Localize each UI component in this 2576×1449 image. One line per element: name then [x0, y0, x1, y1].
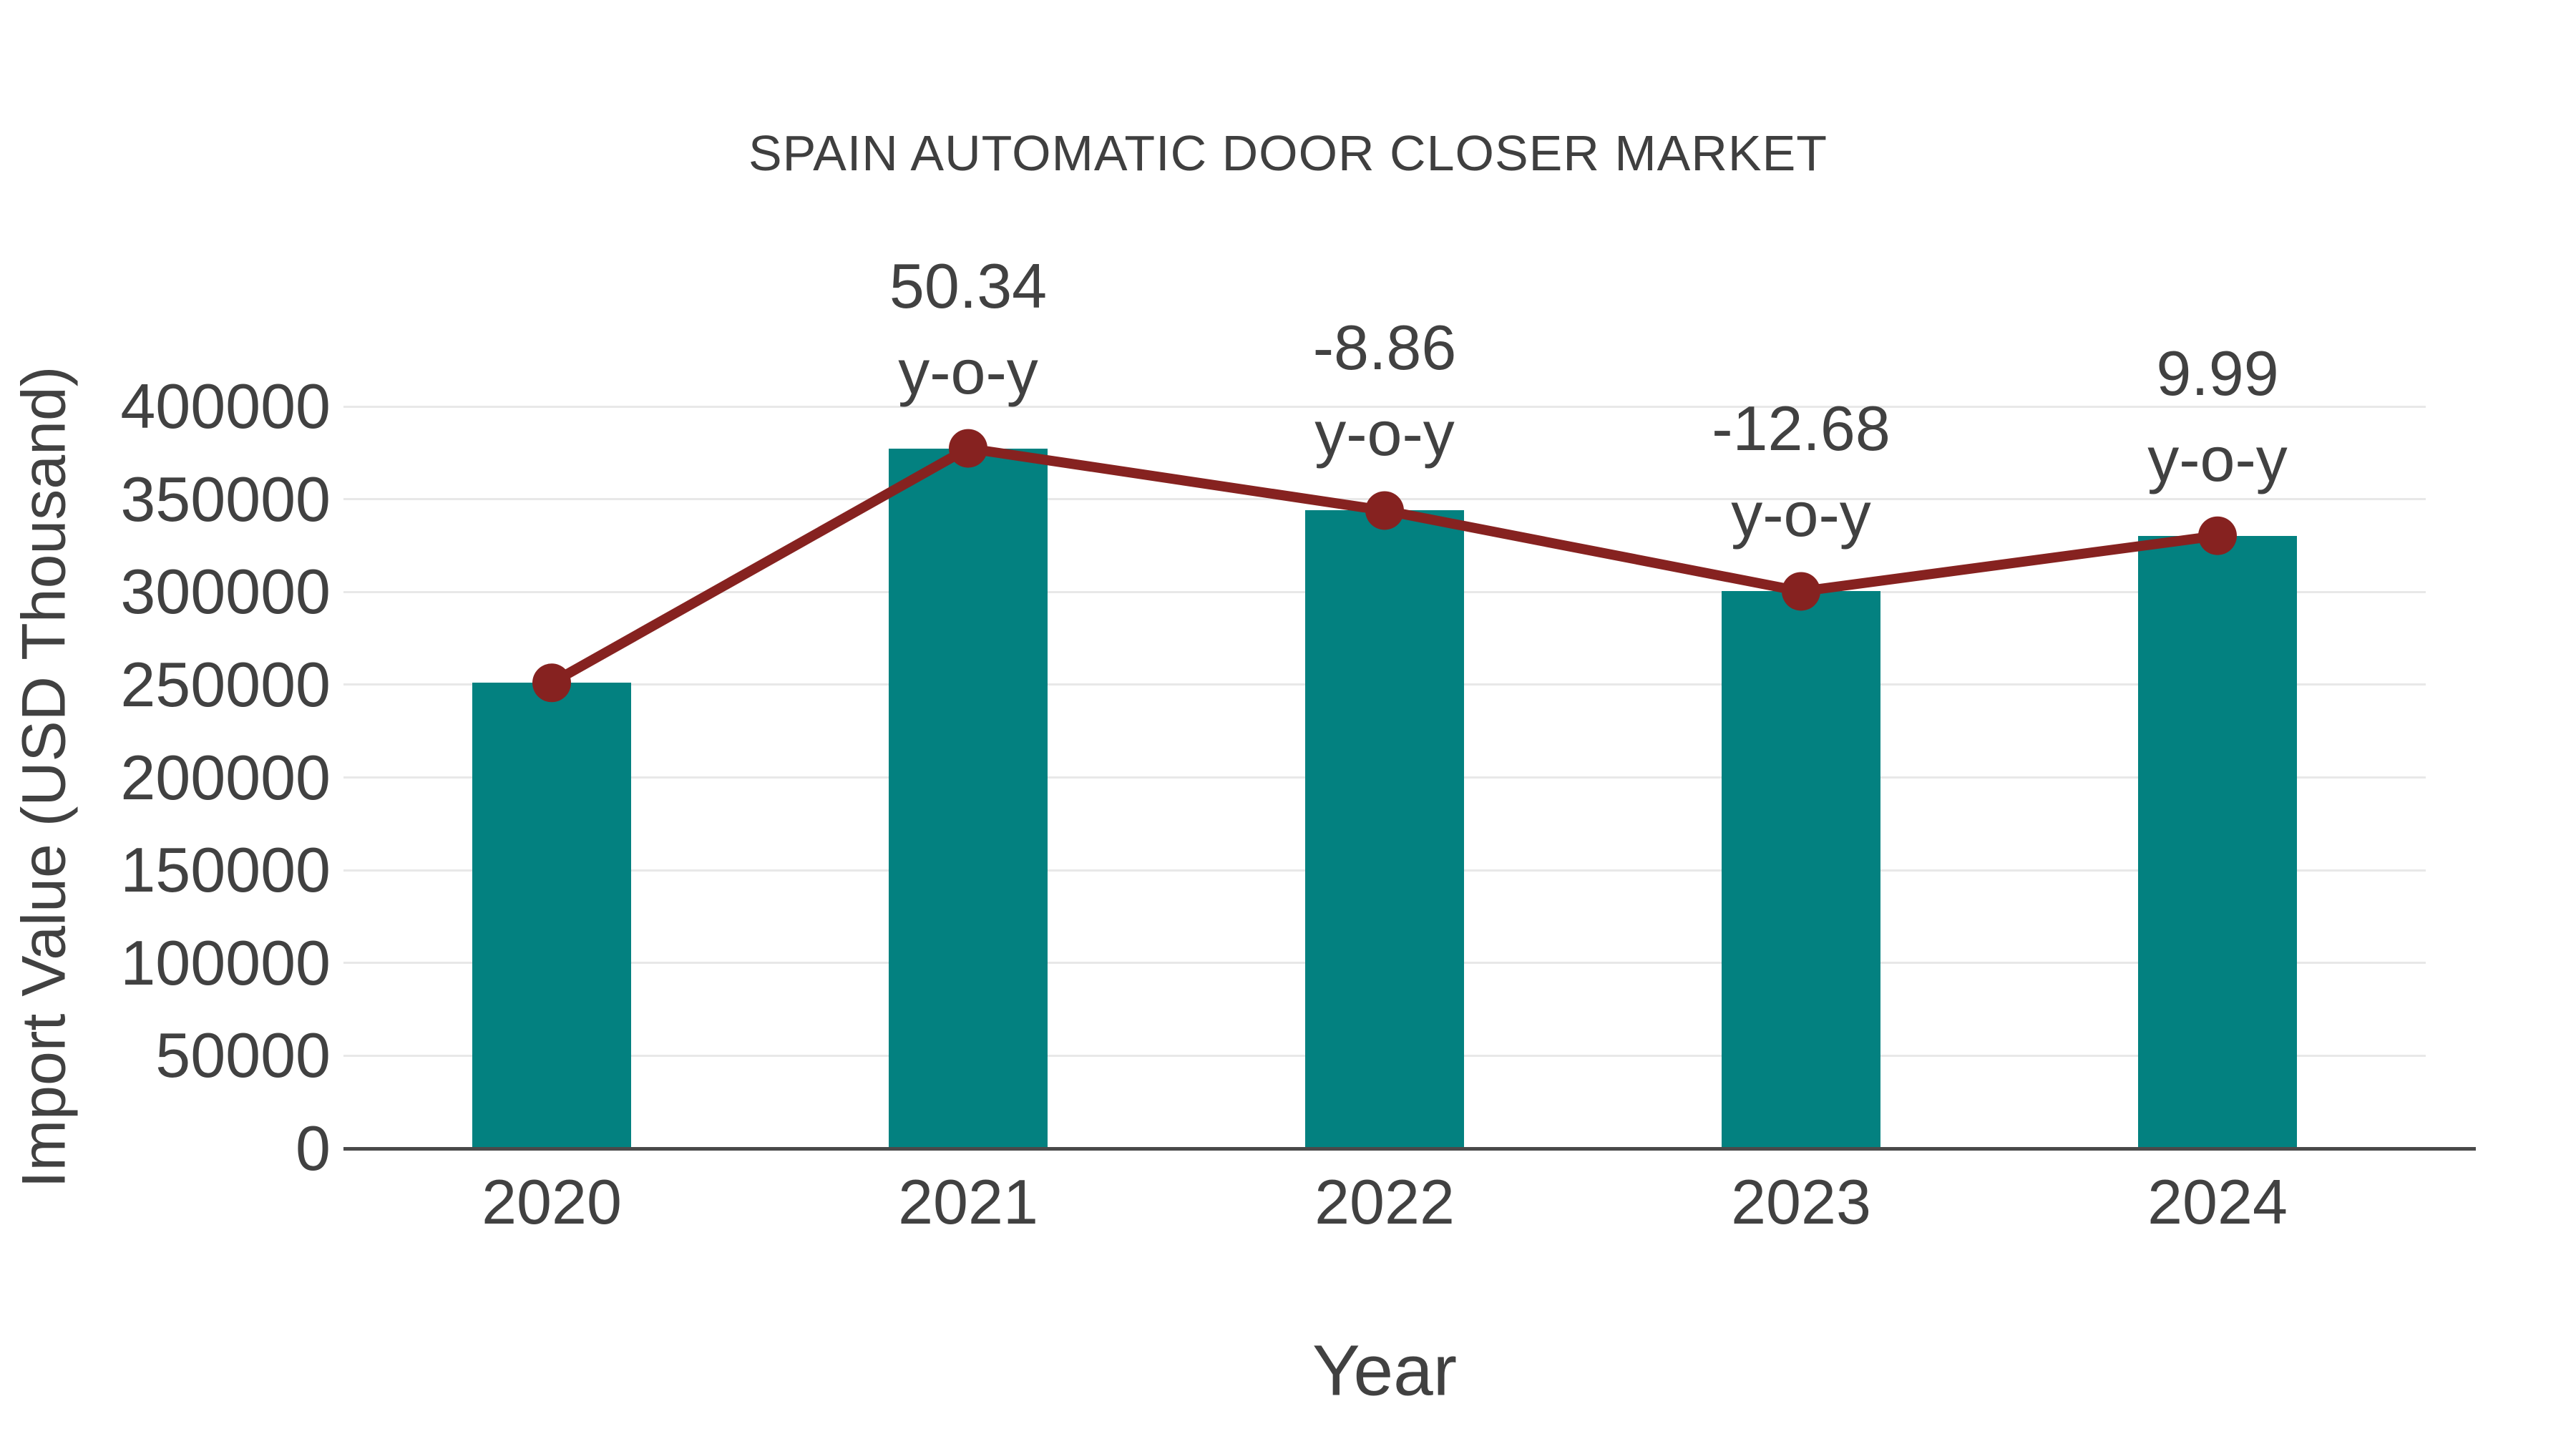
y-tick-label: 0 [296, 1113, 331, 1184]
annotation-suffix: y-o-y [1314, 398, 1455, 469]
y-tick-label: 350000 [120, 463, 331, 535]
x-tick-label-2023: 2023 [1731, 1166, 1871, 1237]
x-axis-title: Year [1312, 1330, 1458, 1411]
x-tick-label-2021: 2021 [898, 1166, 1038, 1237]
chart-title: SPAIN AUTOMATIC DOOR CLOSER MARKET [748, 125, 1828, 181]
y-tick-label: 400000 [120, 371, 331, 441]
bar-2021 [889, 448, 1048, 1148]
annotation-2024: 9.99 y-o-y [2147, 331, 2288, 502]
annotation-suffix: y-o-y [2147, 423, 2288, 494]
x-tick-label-2024: 2024 [2147, 1166, 2288, 1237]
bar-2022 [1305, 510, 1464, 1148]
annotation-suffix: y-o-y [898, 336, 1038, 407]
x-tick-label-2020: 2020 [482, 1166, 622, 1237]
gridline-350000 [343, 498, 2426, 501]
y-tick-label: 200000 [120, 741, 331, 813]
x-axis-line [343, 1147, 2476, 1151]
annotation-suffix: y-o-y [1731, 479, 1871, 550]
annotation-2022: -8.86 y-o-y [1313, 305, 1457, 477]
gridline-400000 [343, 405, 2426, 408]
y-tick-label: 50000 [155, 1020, 331, 1091]
annotation-value: 9.99 [2156, 337, 2279, 409]
annotation-2021: 50.34 y-o-y [889, 243, 1047, 415]
annotation-2023: -12.68 y-o-y [1712, 386, 1890, 557]
y-tick-label: 250000 [120, 648, 331, 720]
bar-2023 [1722, 591, 1880, 1148]
bar-2024 [2138, 535, 2297, 1148]
annotation-value: -8.86 [1312, 312, 1457, 384]
y-tick-label: 150000 [120, 834, 331, 906]
bar-2020 [472, 683, 631, 1148]
y-tick-label: 100000 [120, 927, 331, 998]
x-tick-label-2022: 2022 [1314, 1166, 1455, 1237]
annotation-value: 50.34 [889, 250, 1048, 321]
y-tick-label: 300000 [120, 556, 331, 628]
annotation-value: -12.68 [1712, 393, 1890, 464]
